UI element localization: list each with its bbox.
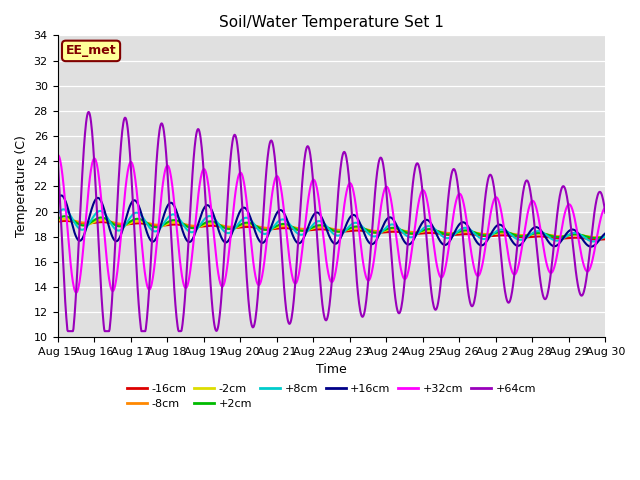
+8cm: [110, 225, 118, 231]
-8cm: [54, 217, 61, 223]
+32cm: [482, 241, 490, 247]
Line: -16cm: -16cm: [58, 221, 605, 240]
+16cm: [296, 240, 303, 246]
-2cm: [110, 222, 118, 228]
Line: -8cm: -8cm: [58, 219, 605, 237]
+32cm: [111, 285, 118, 291]
-2cm: [276, 223, 284, 229]
-16cm: [481, 233, 489, 239]
+16cm: [54, 197, 61, 203]
+64cm: [85, 109, 93, 115]
+2cm: [591, 235, 599, 241]
Line: +64cm: +64cm: [58, 112, 605, 331]
-8cm: [276, 224, 284, 229]
-8cm: [296, 226, 303, 231]
X-axis label: Time: Time: [316, 363, 347, 376]
Line: +32cm: +32cm: [58, 155, 605, 293]
-8cm: [110, 220, 118, 226]
-16cm: [430, 230, 438, 236]
Text: EE_met: EE_met: [66, 44, 116, 58]
+16cm: [58, 192, 65, 198]
+32cm: [54, 152, 61, 158]
Y-axis label: Temperature (C): Temperature (C): [15, 135, 28, 237]
-16cm: [296, 227, 303, 233]
+64cm: [54, 152, 61, 158]
Line: -2cm: -2cm: [58, 219, 605, 238]
-2cm: [492, 231, 499, 237]
-2cm: [61, 216, 69, 222]
+8cm: [492, 229, 499, 235]
-2cm: [430, 228, 438, 233]
-2cm: [296, 228, 303, 233]
+64cm: [276, 227, 284, 233]
-16cm: [110, 221, 118, 227]
+32cm: [602, 205, 609, 211]
-2cm: [54, 218, 61, 224]
+16cm: [430, 227, 438, 232]
+64cm: [64, 328, 72, 334]
Line: +16cm: +16cm: [58, 195, 605, 247]
+2cm: [110, 221, 118, 227]
+32cm: [431, 250, 438, 256]
+64cm: [431, 306, 438, 312]
+16cm: [588, 244, 595, 250]
-2cm: [481, 232, 489, 238]
-8cm: [492, 230, 499, 236]
+2cm: [276, 222, 284, 228]
+64cm: [482, 191, 490, 196]
+64cm: [602, 210, 609, 216]
+8cm: [60, 206, 67, 212]
-2cm: [602, 234, 609, 240]
+16cm: [602, 230, 609, 236]
Line: +8cm: +8cm: [58, 209, 605, 241]
+8cm: [602, 233, 609, 239]
+8cm: [430, 226, 438, 231]
+64cm: [296, 212, 304, 217]
-8cm: [593, 234, 601, 240]
+2cm: [296, 228, 303, 233]
+16cm: [492, 225, 499, 230]
+8cm: [296, 231, 303, 237]
-8cm: [430, 228, 438, 234]
+8cm: [54, 211, 61, 217]
-8cm: [61, 216, 69, 222]
Line: +2cm: +2cm: [58, 216, 605, 238]
+32cm: [492, 194, 499, 200]
+8cm: [276, 217, 284, 223]
+2cm: [492, 230, 499, 236]
-16cm: [62, 218, 70, 224]
-8cm: [481, 231, 489, 237]
+32cm: [54, 152, 62, 158]
-16cm: [276, 226, 284, 231]
+32cm: [276, 181, 284, 187]
+8cm: [589, 239, 597, 244]
Title: Soil/Water Temperature Set 1: Soil/Water Temperature Set 1: [219, 15, 444, 30]
Legend: -16cm, -8cm, -2cm, +2cm, +8cm, +16cm, +32cm, +64cm: -16cm, -8cm, -2cm, +2cm, +8cm, +16cm, +3…: [122, 379, 540, 414]
-16cm: [602, 236, 609, 242]
+16cm: [110, 237, 118, 242]
+2cm: [430, 227, 438, 233]
+2cm: [602, 233, 609, 239]
+32cm: [296, 265, 304, 271]
+16cm: [276, 207, 284, 213]
+8cm: [481, 236, 489, 242]
+64cm: [492, 197, 499, 203]
+32cm: [72, 290, 80, 296]
+2cm: [481, 232, 489, 238]
-8cm: [602, 234, 609, 240]
-16cm: [594, 237, 602, 242]
+16cm: [481, 240, 489, 246]
-16cm: [492, 233, 499, 239]
-2cm: [591, 235, 599, 240]
+2cm: [54, 216, 61, 222]
+2cm: [61, 213, 68, 219]
-16cm: [54, 219, 61, 225]
+64cm: [111, 254, 118, 260]
